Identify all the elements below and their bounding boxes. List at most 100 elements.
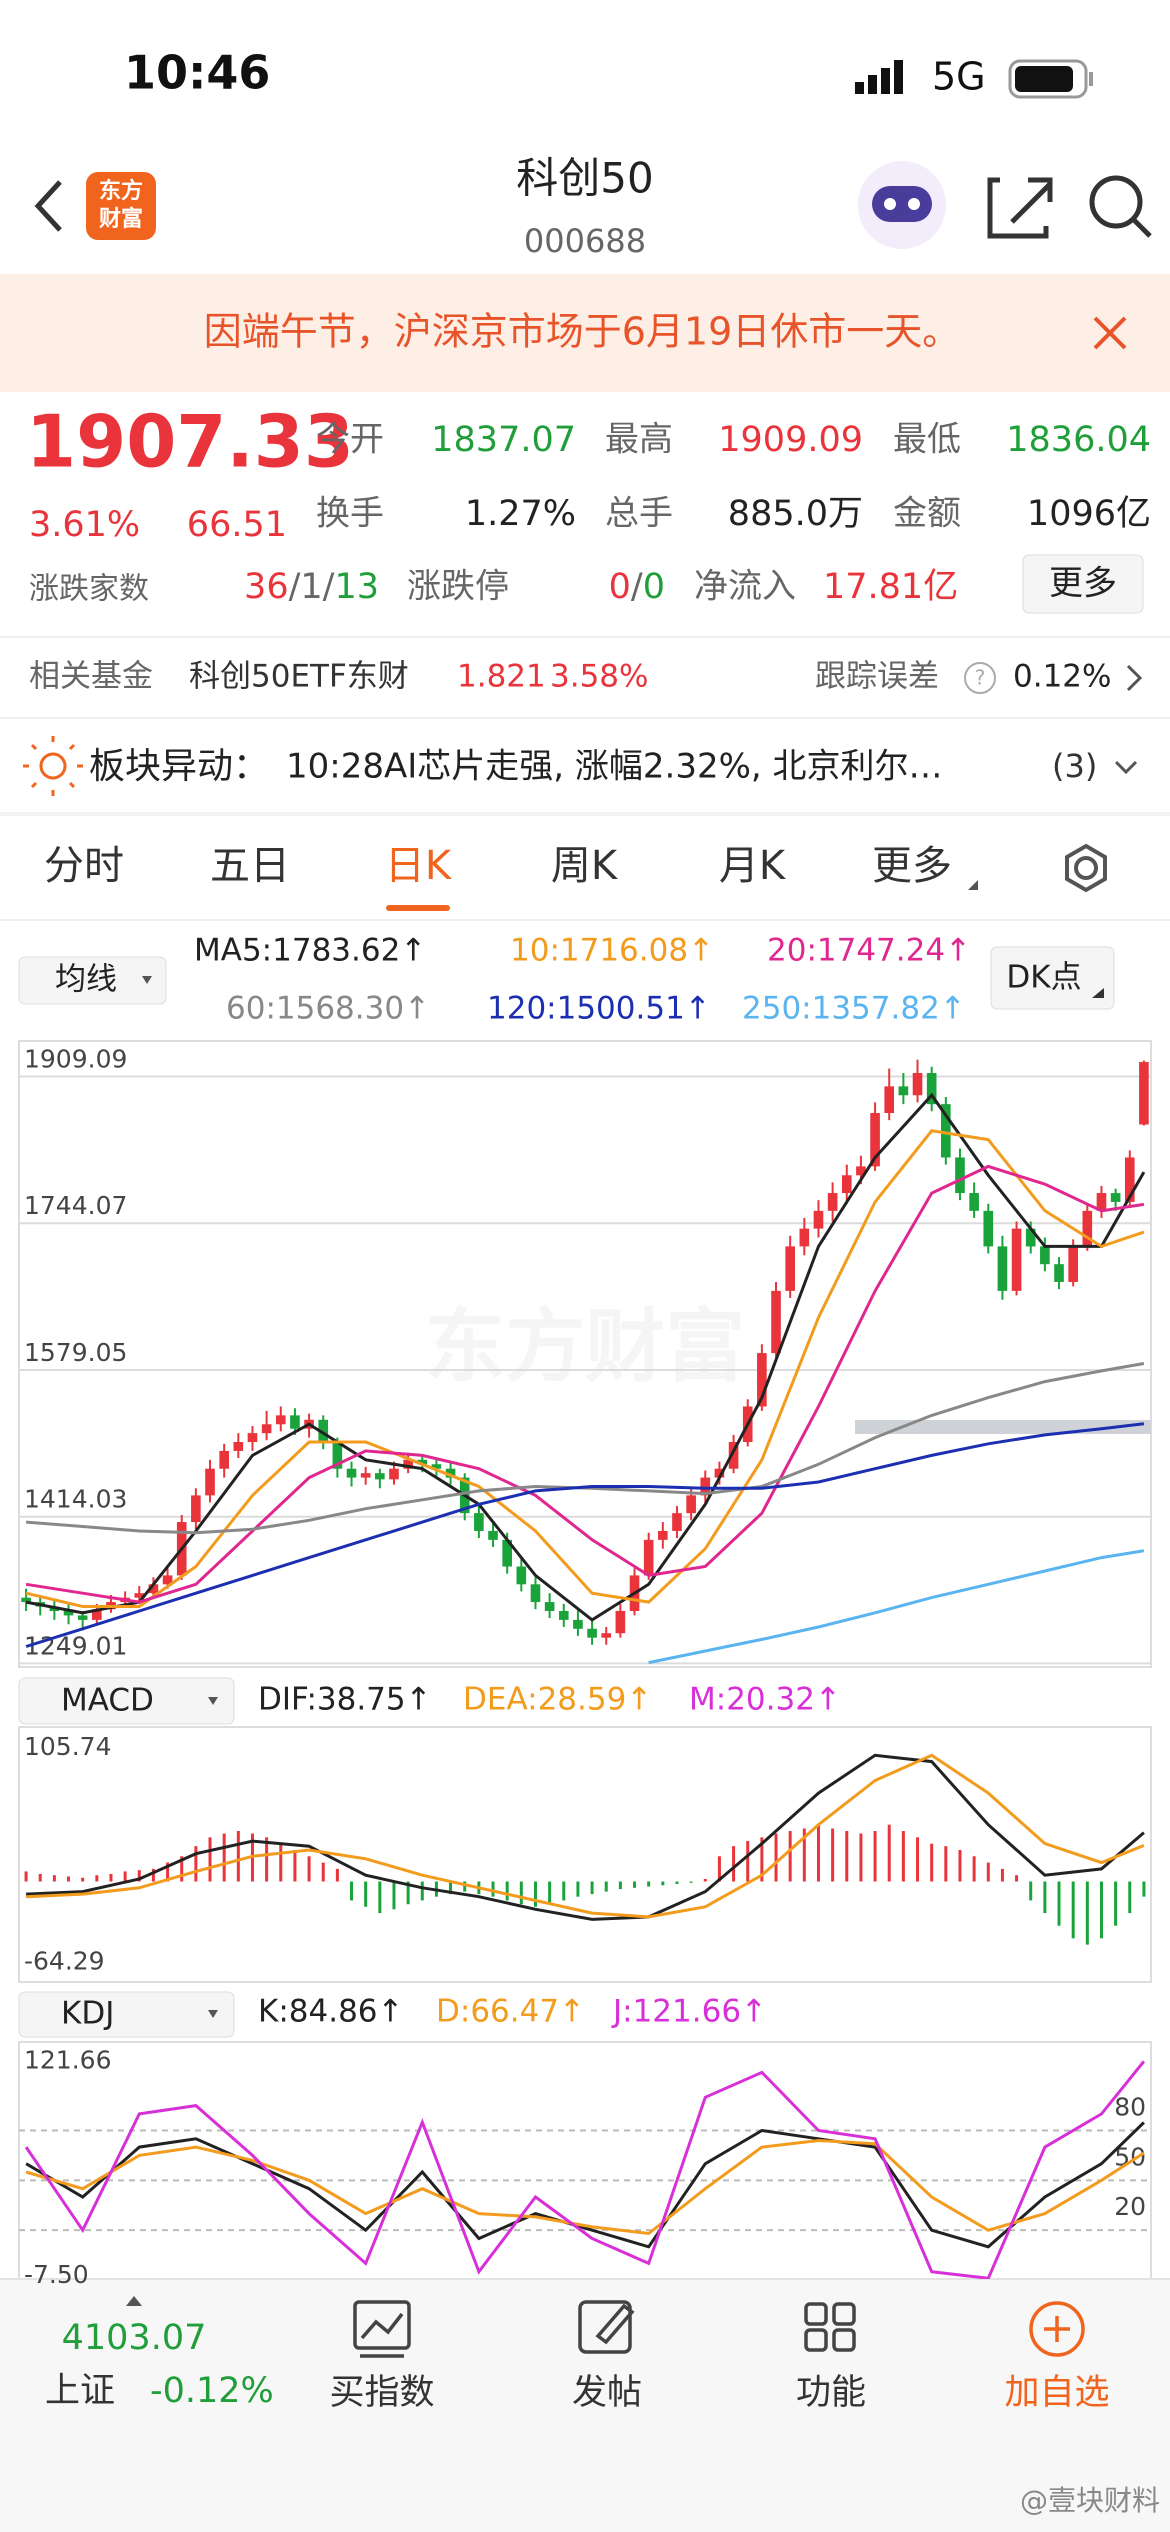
signal-icon — [855, 60, 903, 94]
indicator-selector[interactable] — [18, 956, 167, 1005]
candle-body — [757, 1353, 767, 1407]
indicator-selector[interactable] — [18, 1677, 235, 1725]
candle-body — [587, 1628, 597, 1638]
candle-body — [714, 1468, 725, 1478]
close-banner[interactable] — [1093, 316, 1127, 350]
more-button-text[interactable]: 更多 — [1049, 564, 1117, 604]
limit-sep: / — [631, 567, 643, 607]
indicator-line — [26, 1753, 1145, 1921]
candle-body — [488, 1530, 498, 1540]
index-value[interactable]: 4103.07 — [62, 2318, 207, 2358]
tab[interactable]: 更多 — [872, 843, 952, 889]
y-tick-label: 20 — [1114, 2192, 1146, 2221]
macd-plot — [24, 1753, 1146, 1945]
candle-body — [1124, 1157, 1135, 1202]
expand[interactable] — [1114, 760, 1138, 775]
quote-value: 1909.09 — [718, 420, 863, 460]
y-tick-label: 121.66 — [24, 2045, 111, 2074]
y-tick-label: 1744.07 — [24, 1191, 127, 1220]
candle-body — [1011, 1228, 1022, 1291]
candle-body — [1054, 1264, 1064, 1282]
candle-body — [728, 1442, 739, 1469]
breadth-flat: /1/ — [289, 567, 335, 607]
more-button[interactable] — [1022, 554, 1144, 614]
logo-text: 财富 — [99, 206, 143, 232]
price: 1907.33 — [26, 400, 354, 484]
expand-arrow[interactable] — [126, 2296, 142, 2306]
breadth-down: 13 — [334, 567, 379, 607]
legend-entry: D:66.47↑ — [436, 1994, 585, 2030]
index-name[interactable]: 上证 — [45, 2371, 115, 2411]
change: 66.51 — [187, 505, 287, 545]
tab[interactable]: 日K — [385, 843, 453, 889]
indicator-line — [25, 1129, 1145, 1608]
nav-item[interactable]: 加自选 — [1004, 2373, 1109, 2413]
dropdown-arrow — [968, 880, 978, 890]
help-icon[interactable] — [964, 662, 996, 694]
y-tick-label: 1909.09 — [24, 1044, 127, 1073]
candle-body — [191, 1495, 201, 1523]
limit-up: 0 — [609, 567, 631, 607]
quote-value: 1096亿 — [1027, 494, 1151, 534]
share-button[interactable] — [987, 177, 1053, 239]
indicator-selector-text[interactable]: KDJ — [61, 1996, 114, 2032]
search-button[interactable] — [1089, 175, 1152, 238]
indicator-selector-text[interactable]: 均线 — [55, 962, 117, 998]
quote-value: 1.27% — [465, 494, 576, 534]
candle-body — [417, 1459, 428, 1465]
candle-body — [827, 1193, 838, 1211]
candle-body — [1040, 1246, 1050, 1265]
candle-body — [261, 1424, 272, 1434]
indicator-selector[interactable] — [18, 1991, 235, 2038]
breadth-up: 36 — [244, 567, 289, 607]
bottom-items: 买指数 发帖 功能 加自选 — [329, 2373, 1109, 2413]
candle-body — [1096, 1193, 1107, 1211]
candle-body — [969, 1193, 979, 1211]
back-button[interactable] — [34, 180, 62, 232]
candle-body — [870, 1113, 880, 1167]
limit-label: 涨跌停 — [407, 567, 509, 607]
logo — [86, 172, 156, 240]
indicator-selector-text[interactable]: MACD — [61, 1683, 154, 1719]
candle-body — [502, 1539, 512, 1567]
breadth-label: 涨跌家数 — [29, 572, 149, 607]
candle-body — [1110, 1193, 1121, 1202]
candle-body — [813, 1210, 824, 1229]
nav-item[interactable]: 功能 — [796, 2373, 866, 2413]
quote-label: 总手 — [605, 494, 673, 534]
quote-label: 最低 — [893, 420, 961, 460]
candle-body — [233, 1442, 244, 1451]
dk-button[interactable] — [990, 946, 1115, 1010]
dk-button-text[interactable]: DK点 — [1006, 960, 1081, 996]
fund-pct: 3.58% — [550, 659, 648, 695]
quote-label: 最高 — [605, 420, 673, 460]
help-icon[interactable]: ? — [975, 666, 986, 690]
indicator-line — [25, 1092, 1146, 1622]
indicator-line — [25, 1362, 1145, 1535]
chevron[interactable] — [1126, 664, 1143, 692]
candle-body — [700, 1477, 711, 1496]
tab[interactable]: 周K — [551, 843, 619, 889]
indicator-line — [648, 1549, 1145, 1665]
candle-body — [516, 1566, 527, 1585]
dropdown-arrow — [208, 1697, 218, 1705]
tab[interactable]: 月K — [719, 843, 787, 889]
settings-button[interactable] — [1065, 843, 1107, 893]
dropdown-arrow — [142, 976, 152, 984]
candle-body — [360, 1473, 371, 1478]
candle-body — [771, 1290, 781, 1354]
tab[interactable]: 分时 — [44, 843, 124, 889]
quote-value: 1837.07 — [431, 420, 576, 460]
candle-body — [558, 1610, 569, 1620]
stock-code: 000688 — [524, 222, 646, 260]
tab[interactable]: 五日 — [210, 843, 290, 889]
breadth: 36/1/13 — [244, 567, 379, 607]
nav-item[interactable]: 发帖 — [572, 2373, 642, 2413]
candle-body — [856, 1166, 866, 1176]
candle-body — [403, 1459, 413, 1469]
quote-label: 换手 — [316, 494, 384, 534]
nav-item[interactable]: 买指数 — [329, 2373, 434, 2413]
quote-label: 今开 — [316, 420, 384, 460]
index-pct[interactable]: -0.12% — [150, 2371, 274, 2411]
assistant-icon[interactable] — [858, 161, 946, 249]
